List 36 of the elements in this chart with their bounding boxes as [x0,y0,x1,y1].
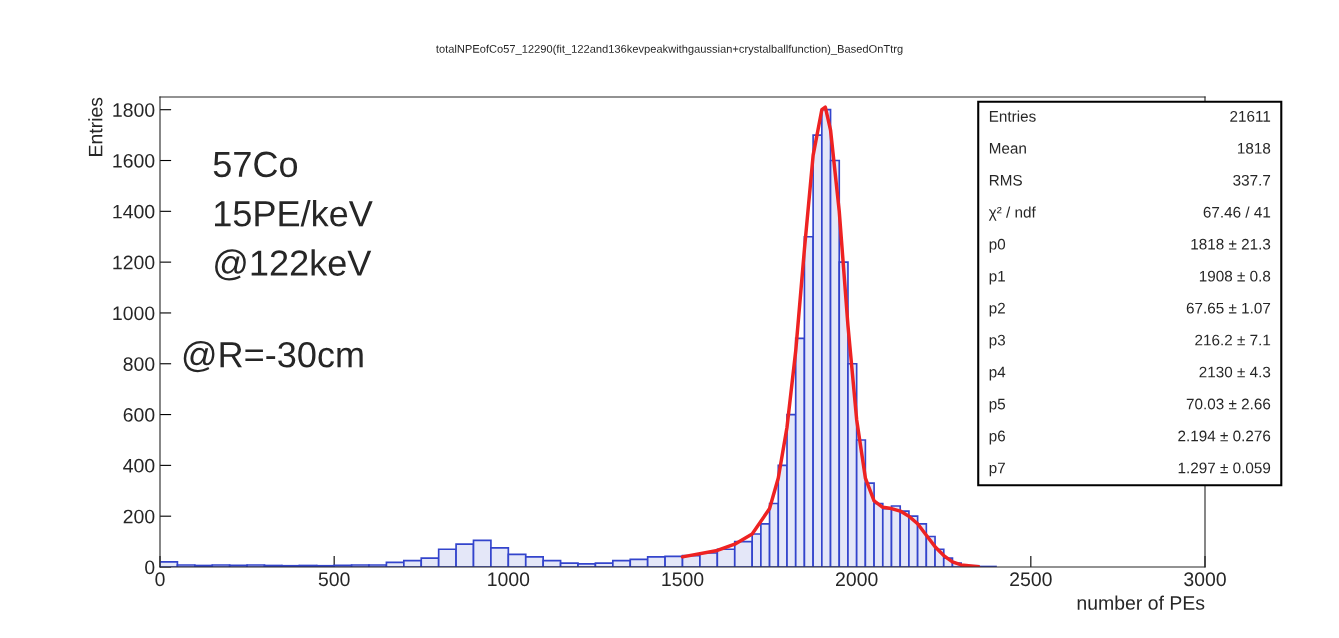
y-tick-label: 800 [123,357,155,371]
x-tick-label: 3000 [1184,572,1226,587]
text: Mean 1818 [989,142,1271,154]
y-axis-title: Entries [88,97,103,156]
x-tick-label: 2500 [1010,572,1052,587]
annotation: 15PE/keV [215,200,373,227]
text: RMS 337.7 [989,174,1271,186]
y-tick-label: 1000 [113,306,155,321]
x-tick-label: 2000 [836,572,878,587]
text: p4 2130 ± 4.3 [989,366,1271,381]
text: p1 1908 ± 0.8 [989,270,1271,285]
annotation: @122keV [215,249,372,281]
annotation: 57Co [213,151,298,178]
text: p3 216.2 ± 7.1 [989,334,1271,349]
text: Entries 21611 [989,110,1271,122]
text: p6 2.194 ± 0.276 [989,430,1271,445]
y-tick-label: 400 [123,458,155,473]
y-tick-label: 200 [123,509,155,524]
text: p0 1818 ± 21.3 [989,238,1271,253]
y-tick-label: 0 [145,560,155,575]
y-tick-label: 600 [123,408,155,422]
text: p7 1.297 ± 0.059 [989,462,1271,477]
text: χ² / ndf 67.46 / 41 [988,206,1271,221]
x-tick-label: 1500 [662,572,704,587]
y-tick-label: 1600 [113,153,155,168]
x-tick-label: 1000 [488,572,530,587]
chart-title: totalNPEofCo57_12290(fit_122and136kevpeakwithgaussian+crystalballfunction)_BasedOnTtrg [436,44,903,56]
y-tick-label: 1200 [113,255,155,270]
x-tick-label: 0 [155,572,165,587]
annotation: @R=-30cm [183,341,363,373]
x-axis-title: number of PEs [1077,595,1205,610]
text: p2 67.65 ± 1.07 [989,302,1271,317]
y-tick-label: 1800 [113,103,155,117]
x-tick-label: 500 [318,572,350,587]
y-tick-label: 1400 [113,204,155,219]
text: p5 70.03 ± 2.66 [989,398,1271,413]
